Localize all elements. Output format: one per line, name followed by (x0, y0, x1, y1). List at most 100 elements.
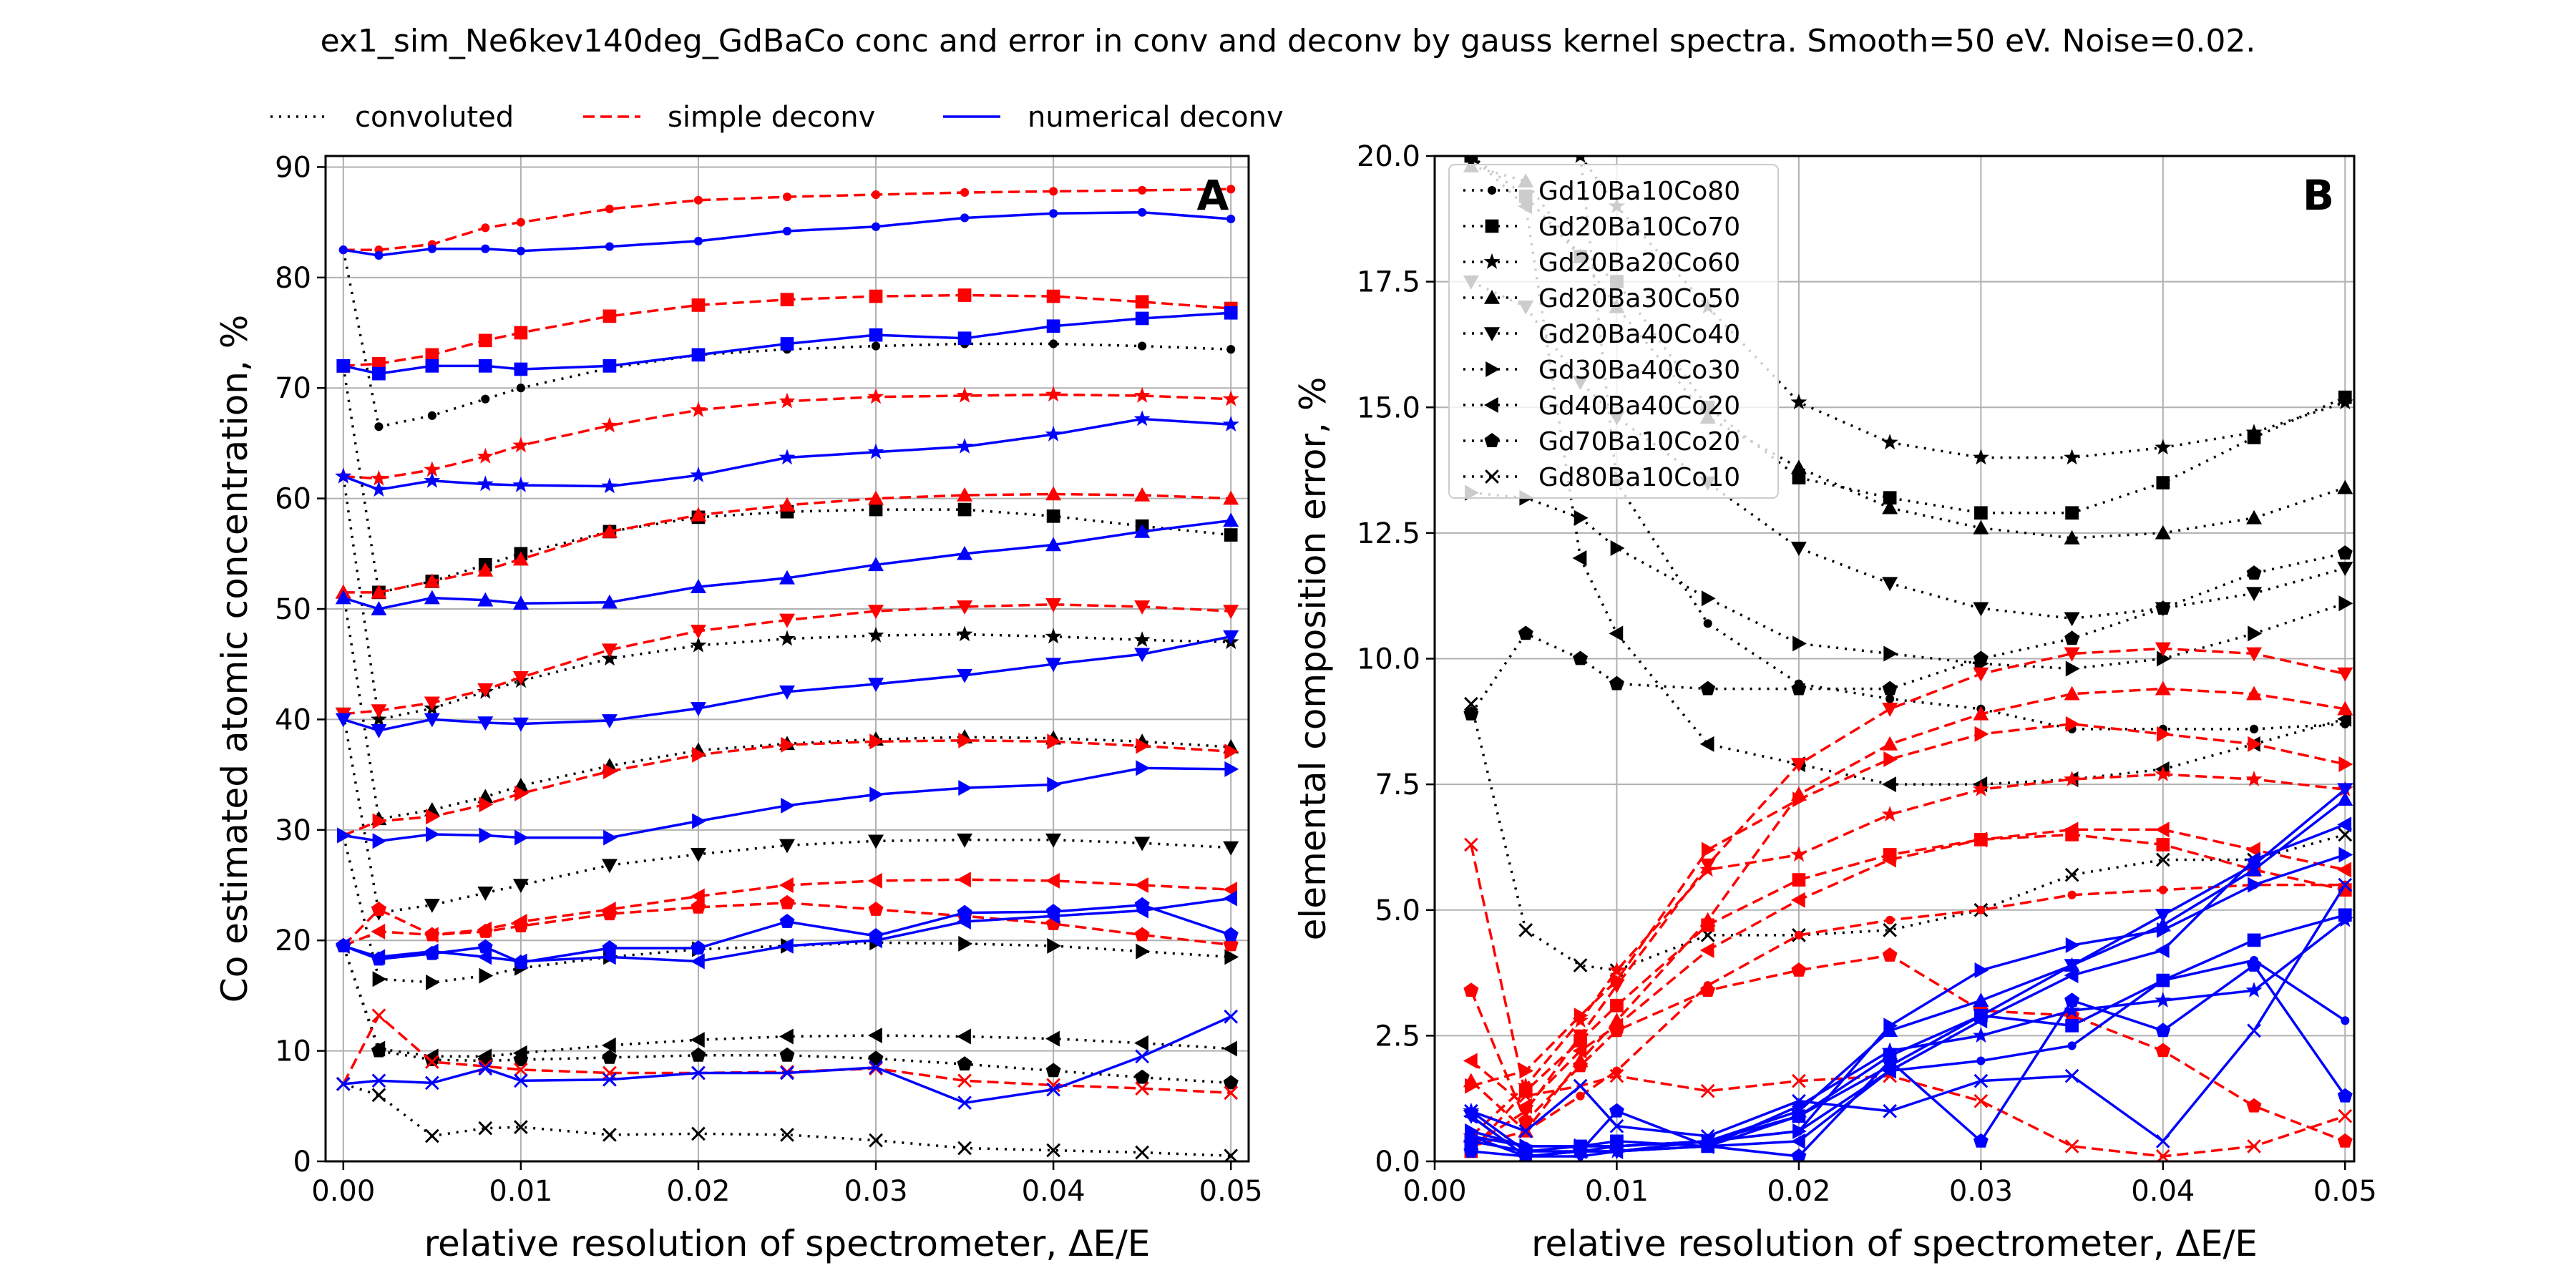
data-point (1973, 519, 1989, 535)
data-point (1463, 982, 1479, 997)
data-point (424, 461, 441, 477)
top-legend-item-dashed: simple deconv (583, 101, 875, 134)
data-point (512, 595, 529, 610)
data-point (871, 341, 881, 351)
data-point (957, 1141, 972, 1156)
data-point (512, 551, 529, 566)
data-point (1138, 341, 1147, 351)
data-point (1792, 873, 1806, 887)
data-point (1701, 841, 1716, 858)
data-point (956, 625, 973, 642)
data-point (1518, 1113, 1533, 1128)
data-point (1463, 1053, 1478, 1069)
data-point (1972, 1027, 1989, 1043)
data-point (2337, 667, 2353, 682)
data-point (691, 1065, 706, 1080)
data-point (1609, 1068, 1624, 1083)
data-point (692, 746, 706, 763)
data-point (1573, 1078, 1588, 1093)
data-point (956, 386, 973, 403)
data-point (1790, 1109, 1807, 1124)
data-point (957, 668, 973, 683)
data-point (601, 594, 618, 609)
data-point (1134, 897, 1150, 912)
series-numerical-circle (338, 208, 1236, 260)
series-simple-pentagon (1463, 947, 2353, 1148)
data-point (1136, 943, 1151, 960)
data-point (374, 422, 384, 431)
data-point (2064, 1139, 2079, 1153)
data-point (1700, 1129, 1715, 1143)
data-point (1700, 680, 1716, 696)
data-point (602, 359, 617, 373)
data-point (1699, 912, 1716, 927)
plot-legend-label: Gd20Ba20Co60 (1538, 248, 1740, 278)
data-point (1576, 1091, 1585, 1101)
data-point (781, 736, 795, 753)
plot-legend-marker (1484, 290, 1500, 304)
series-line (1470, 723, 2346, 1088)
data-point (478, 333, 492, 348)
data-point (2336, 911, 2353, 927)
data-point (372, 366, 386, 381)
plot-legend-item: Gd20Ba10Co70 (1463, 213, 1740, 242)
data-point (601, 523, 618, 538)
data-point (603, 829, 618, 846)
data-point (1976, 1056, 1986, 1065)
data-point (336, 937, 351, 952)
x-tick-label: 0.05 (1199, 1175, 1263, 1208)
data-point (424, 590, 440, 605)
data-point (1609, 625, 1624, 642)
series-line (1470, 491, 2346, 670)
x-tick-label: 0.02 (1767, 1175, 1830, 1208)
data-point (514, 362, 528, 376)
data-point (2245, 771, 2263, 786)
data-point (602, 1049, 618, 1064)
y-tick-label: 50 (275, 593, 311, 626)
series-convoluted-triangle-right (1465, 484, 2353, 677)
series-line (1470, 788, 2346, 1158)
data-point (1572, 1029, 1589, 1044)
data-point (1973, 650, 1989, 665)
series-numerical-square (1464, 908, 2352, 1158)
data-point (1224, 761, 1239, 777)
data-point (691, 298, 706, 312)
data-point (2155, 1134, 2170, 1148)
data-point (2155, 600, 2171, 615)
data-point (1463, 1143, 1479, 1158)
data-point (1790, 846, 1807, 862)
panel-a: 0.00 0.01 0.02 0.03 0.04 0.05 0 10 20 30 40 50 60 70 8… (214, 151, 1263, 1264)
data-point (2064, 967, 2079, 984)
data-point (424, 713, 440, 728)
data-point (1135, 1081, 1150, 1096)
data-point (1224, 528, 1238, 542)
data-point (1518, 97, 1534, 113)
data-point (1226, 214, 1236, 224)
data-point (690, 507, 706, 522)
data-point (868, 928, 884, 942)
data-point (477, 887, 494, 901)
data-point (477, 562, 494, 577)
series-line (1470, 884, 2346, 1143)
plot-legend-marker (1487, 185, 1497, 195)
data-point (1973, 1013, 1988, 1029)
data-point (479, 967, 494, 984)
data-point (2338, 883, 2352, 897)
plot-legend-marker (1485, 219, 1499, 233)
data-point (1464, 696, 1478, 711)
data-point (1463, 156, 1478, 164)
data-point (1136, 738, 1151, 754)
data-point (1885, 915, 1895, 924)
series-line (1470, 853, 2346, 1148)
series-numerical-triangle-down (335, 630, 1239, 738)
x-tick-label: 0.00 (1402, 1175, 1466, 1208)
data-point (780, 293, 794, 307)
data-point (477, 592, 494, 607)
data-point (1792, 471, 1806, 484)
data-point (1883, 1103, 1898, 1118)
data-point (602, 1072, 617, 1087)
data-point (2338, 847, 2353, 863)
plot-legend: Gd10Ba10Co80 Gd20Ba10Co70 Gd20Ba20Co60 Gd20… (1448, 164, 1779, 499)
data-point (514, 785, 529, 801)
data-point (1046, 509, 1060, 523)
